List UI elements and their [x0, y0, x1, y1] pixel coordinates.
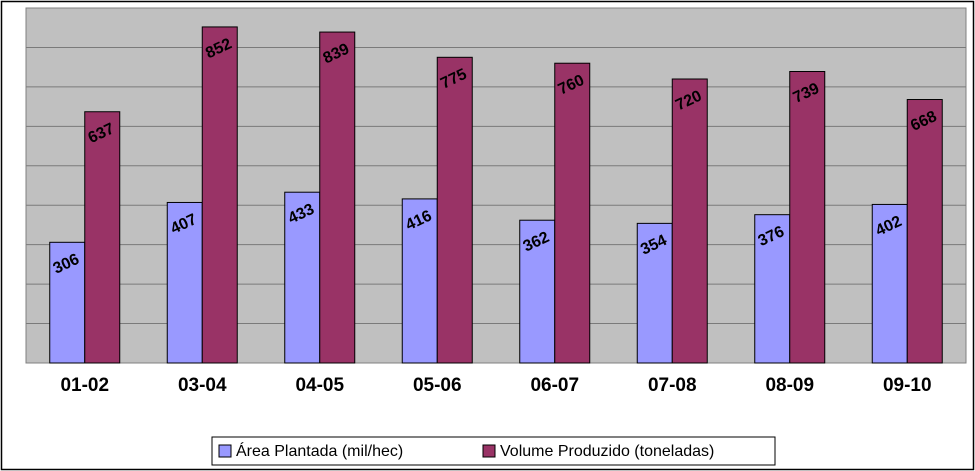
- x-tick-label: 03-04: [178, 375, 227, 396]
- bar-volume: [201, 26, 238, 364]
- bar-area: [754, 214, 791, 364]
- bar-area: [519, 219, 556, 364]
- bar-area: [401, 198, 438, 364]
- bar-volume: [671, 78, 708, 364]
- bar-volume: [319, 31, 356, 364]
- x-tick-label: 05-06: [413, 375, 462, 396]
- legend-swatch-area: [218, 444, 232, 458]
- bar-area: [284, 191, 321, 364]
- legend-label-area: Área Plantada (mil/hec): [236, 441, 403, 460]
- legend: Área Plantada (mil/hec) Volume Produzido…: [211, 436, 776, 466]
- bar-volume: [554, 62, 591, 364]
- x-tick-label: 07-08: [648, 375, 697, 396]
- bar-volume: [84, 111, 121, 364]
- bar-volume: [906, 99, 943, 364]
- x-tick-label: 04-05: [295, 375, 344, 396]
- bar-volume: [436, 56, 473, 364]
- legend-swatch-volume: [482, 444, 496, 458]
- x-tick-label: 09-10: [883, 375, 932, 396]
- legend-label-volume: Volume Produzido (toneladas): [500, 443, 714, 460]
- bar-area: [871, 203, 908, 364]
- x-tick-label: 01-02: [60, 375, 109, 396]
- x-tick-labels: 01-02 03-04 04-05 05-06 06-07 07-08 08-09 09-10: [60, 375, 931, 396]
- bars: [49, 26, 943, 364]
- bar-area: [636, 222, 673, 364]
- x-tick-label: 08-09: [765, 375, 814, 396]
- x-tick-label: 06-07: [530, 375, 579, 396]
- bar-volume: [789, 71, 826, 364]
